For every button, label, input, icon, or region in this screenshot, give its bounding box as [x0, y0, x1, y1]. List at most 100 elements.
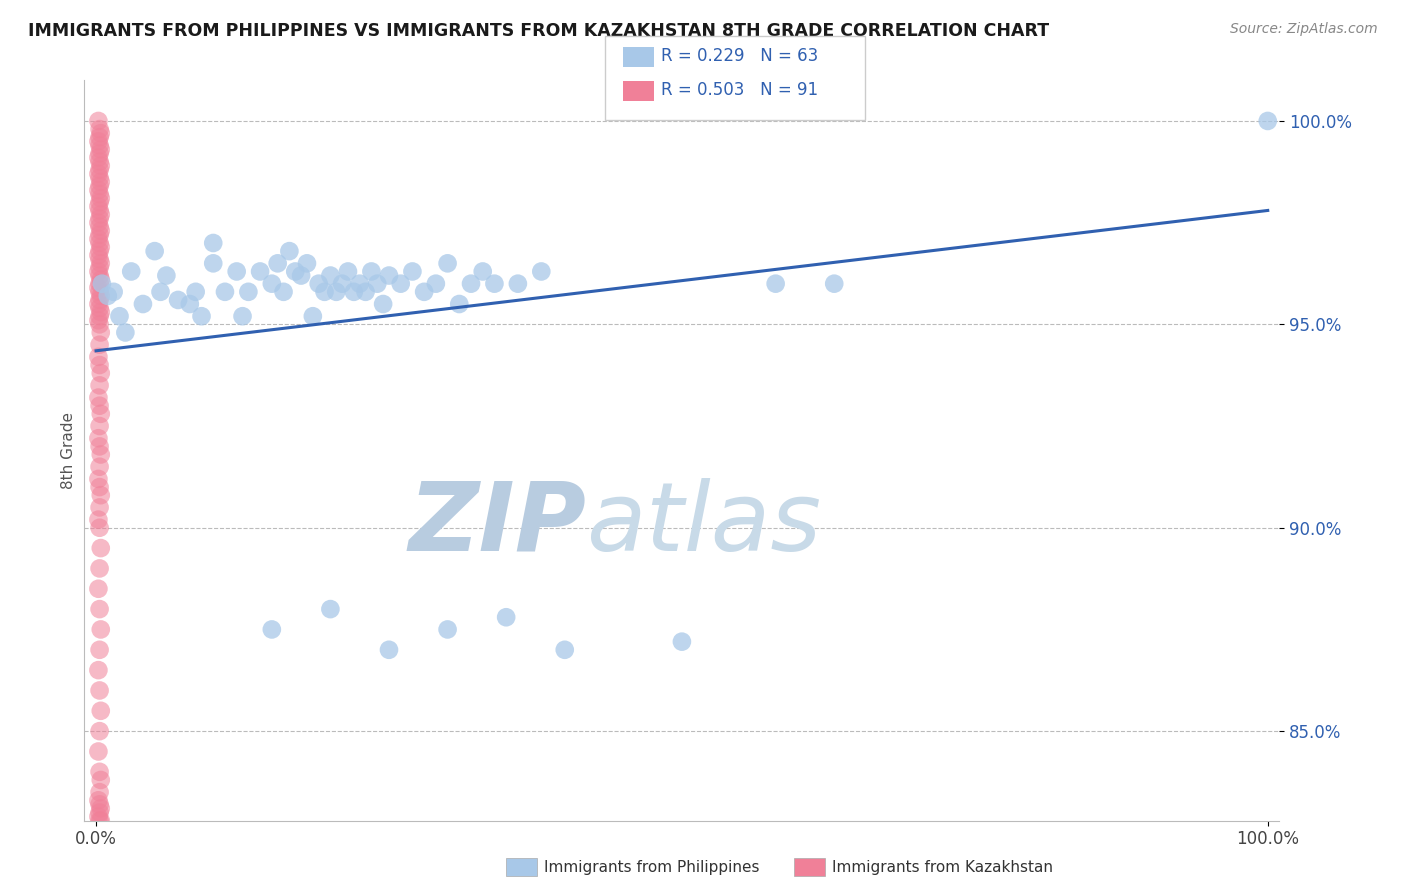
Point	[89, 227, 111, 242]
Point	[89, 277, 111, 291]
Point	[1257, 114, 1279, 128]
Point	[343, 285, 366, 299]
Point	[360, 264, 382, 278]
Point	[284, 264, 307, 278]
Point	[554, 642, 576, 657]
Point	[89, 337, 111, 351]
Point	[89, 459, 111, 474]
Text: IMMIGRANTS FROM PHILIPPINES VS IMMIGRANTS FROM KAZAKHSTAN 8TH GRADE CORRELATION : IMMIGRANTS FROM PHILIPPINES VS IMMIGRANT…	[28, 22, 1049, 40]
Point	[378, 642, 401, 657]
Point	[89, 154, 111, 169]
Point	[202, 235, 225, 250]
Point	[103, 285, 125, 299]
Point	[90, 326, 112, 340]
Point	[89, 293, 111, 307]
Point	[90, 272, 112, 286]
Point	[330, 277, 353, 291]
Point	[90, 126, 112, 140]
Point	[89, 310, 111, 324]
Point	[89, 211, 111, 226]
Point	[90, 175, 112, 189]
Point	[89, 195, 111, 210]
Point	[87, 793, 110, 807]
Point	[89, 170, 111, 185]
Point	[89, 162, 111, 177]
Point	[87, 264, 110, 278]
Point	[90, 240, 112, 254]
Point	[349, 277, 371, 291]
Point	[290, 268, 312, 283]
Point	[167, 293, 190, 307]
Point	[325, 285, 347, 299]
Point	[90, 289, 112, 303]
Point	[97, 289, 120, 303]
Point	[90, 623, 112, 637]
Text: Source: ZipAtlas.com: Source: ZipAtlas.com	[1230, 22, 1378, 37]
Point	[225, 264, 247, 278]
Point	[155, 268, 177, 283]
Point	[89, 805, 111, 820]
Point	[214, 285, 236, 299]
Point	[90, 366, 112, 380]
Point	[231, 310, 254, 324]
Point	[89, 260, 111, 275]
Point	[89, 301, 111, 315]
Point	[89, 785, 111, 799]
Point	[87, 513, 110, 527]
Point	[823, 277, 845, 291]
Point	[114, 326, 136, 340]
Point	[530, 264, 553, 278]
Point	[90, 224, 112, 238]
Point	[149, 285, 172, 299]
Point	[89, 252, 111, 267]
Point	[89, 439, 111, 453]
Point	[87, 134, 110, 148]
Point	[90, 191, 112, 205]
Point	[89, 683, 111, 698]
Point	[87, 151, 110, 165]
Point	[671, 634, 693, 648]
Point	[371, 297, 394, 311]
Point	[87, 744, 110, 758]
Point	[238, 285, 260, 299]
Point	[366, 277, 388, 291]
Point	[190, 310, 212, 324]
Point	[267, 256, 290, 270]
Point	[89, 561, 111, 575]
Text: Immigrants from Philippines: Immigrants from Philippines	[544, 860, 759, 874]
Point	[506, 277, 529, 291]
Point	[87, 183, 110, 197]
Point	[87, 248, 110, 262]
Point	[436, 256, 458, 270]
Point	[278, 244, 301, 259]
Point	[89, 122, 111, 136]
Point	[89, 268, 111, 283]
Point	[89, 235, 111, 250]
Point	[484, 277, 506, 291]
Point	[202, 256, 225, 270]
Point	[90, 143, 112, 157]
Point	[87, 582, 110, 596]
Point	[89, 521, 111, 535]
Point	[89, 358, 111, 372]
Point	[108, 310, 131, 324]
Point	[90, 277, 114, 291]
Point	[90, 772, 112, 787]
Point	[87, 472, 110, 486]
Point	[132, 297, 155, 311]
Point	[495, 610, 517, 624]
Point	[260, 623, 283, 637]
Point	[89, 244, 111, 259]
Text: R = 0.229   N = 63: R = 0.229 N = 63	[661, 47, 818, 65]
Point	[89, 318, 111, 332]
Point	[90, 541, 112, 555]
Point	[179, 297, 201, 311]
Point	[90, 488, 112, 502]
Point	[319, 268, 342, 283]
Point	[120, 264, 142, 278]
Point	[89, 500, 111, 515]
Point	[87, 391, 110, 405]
Point	[87, 281, 110, 295]
Point	[87, 663, 110, 677]
Point	[295, 256, 318, 270]
